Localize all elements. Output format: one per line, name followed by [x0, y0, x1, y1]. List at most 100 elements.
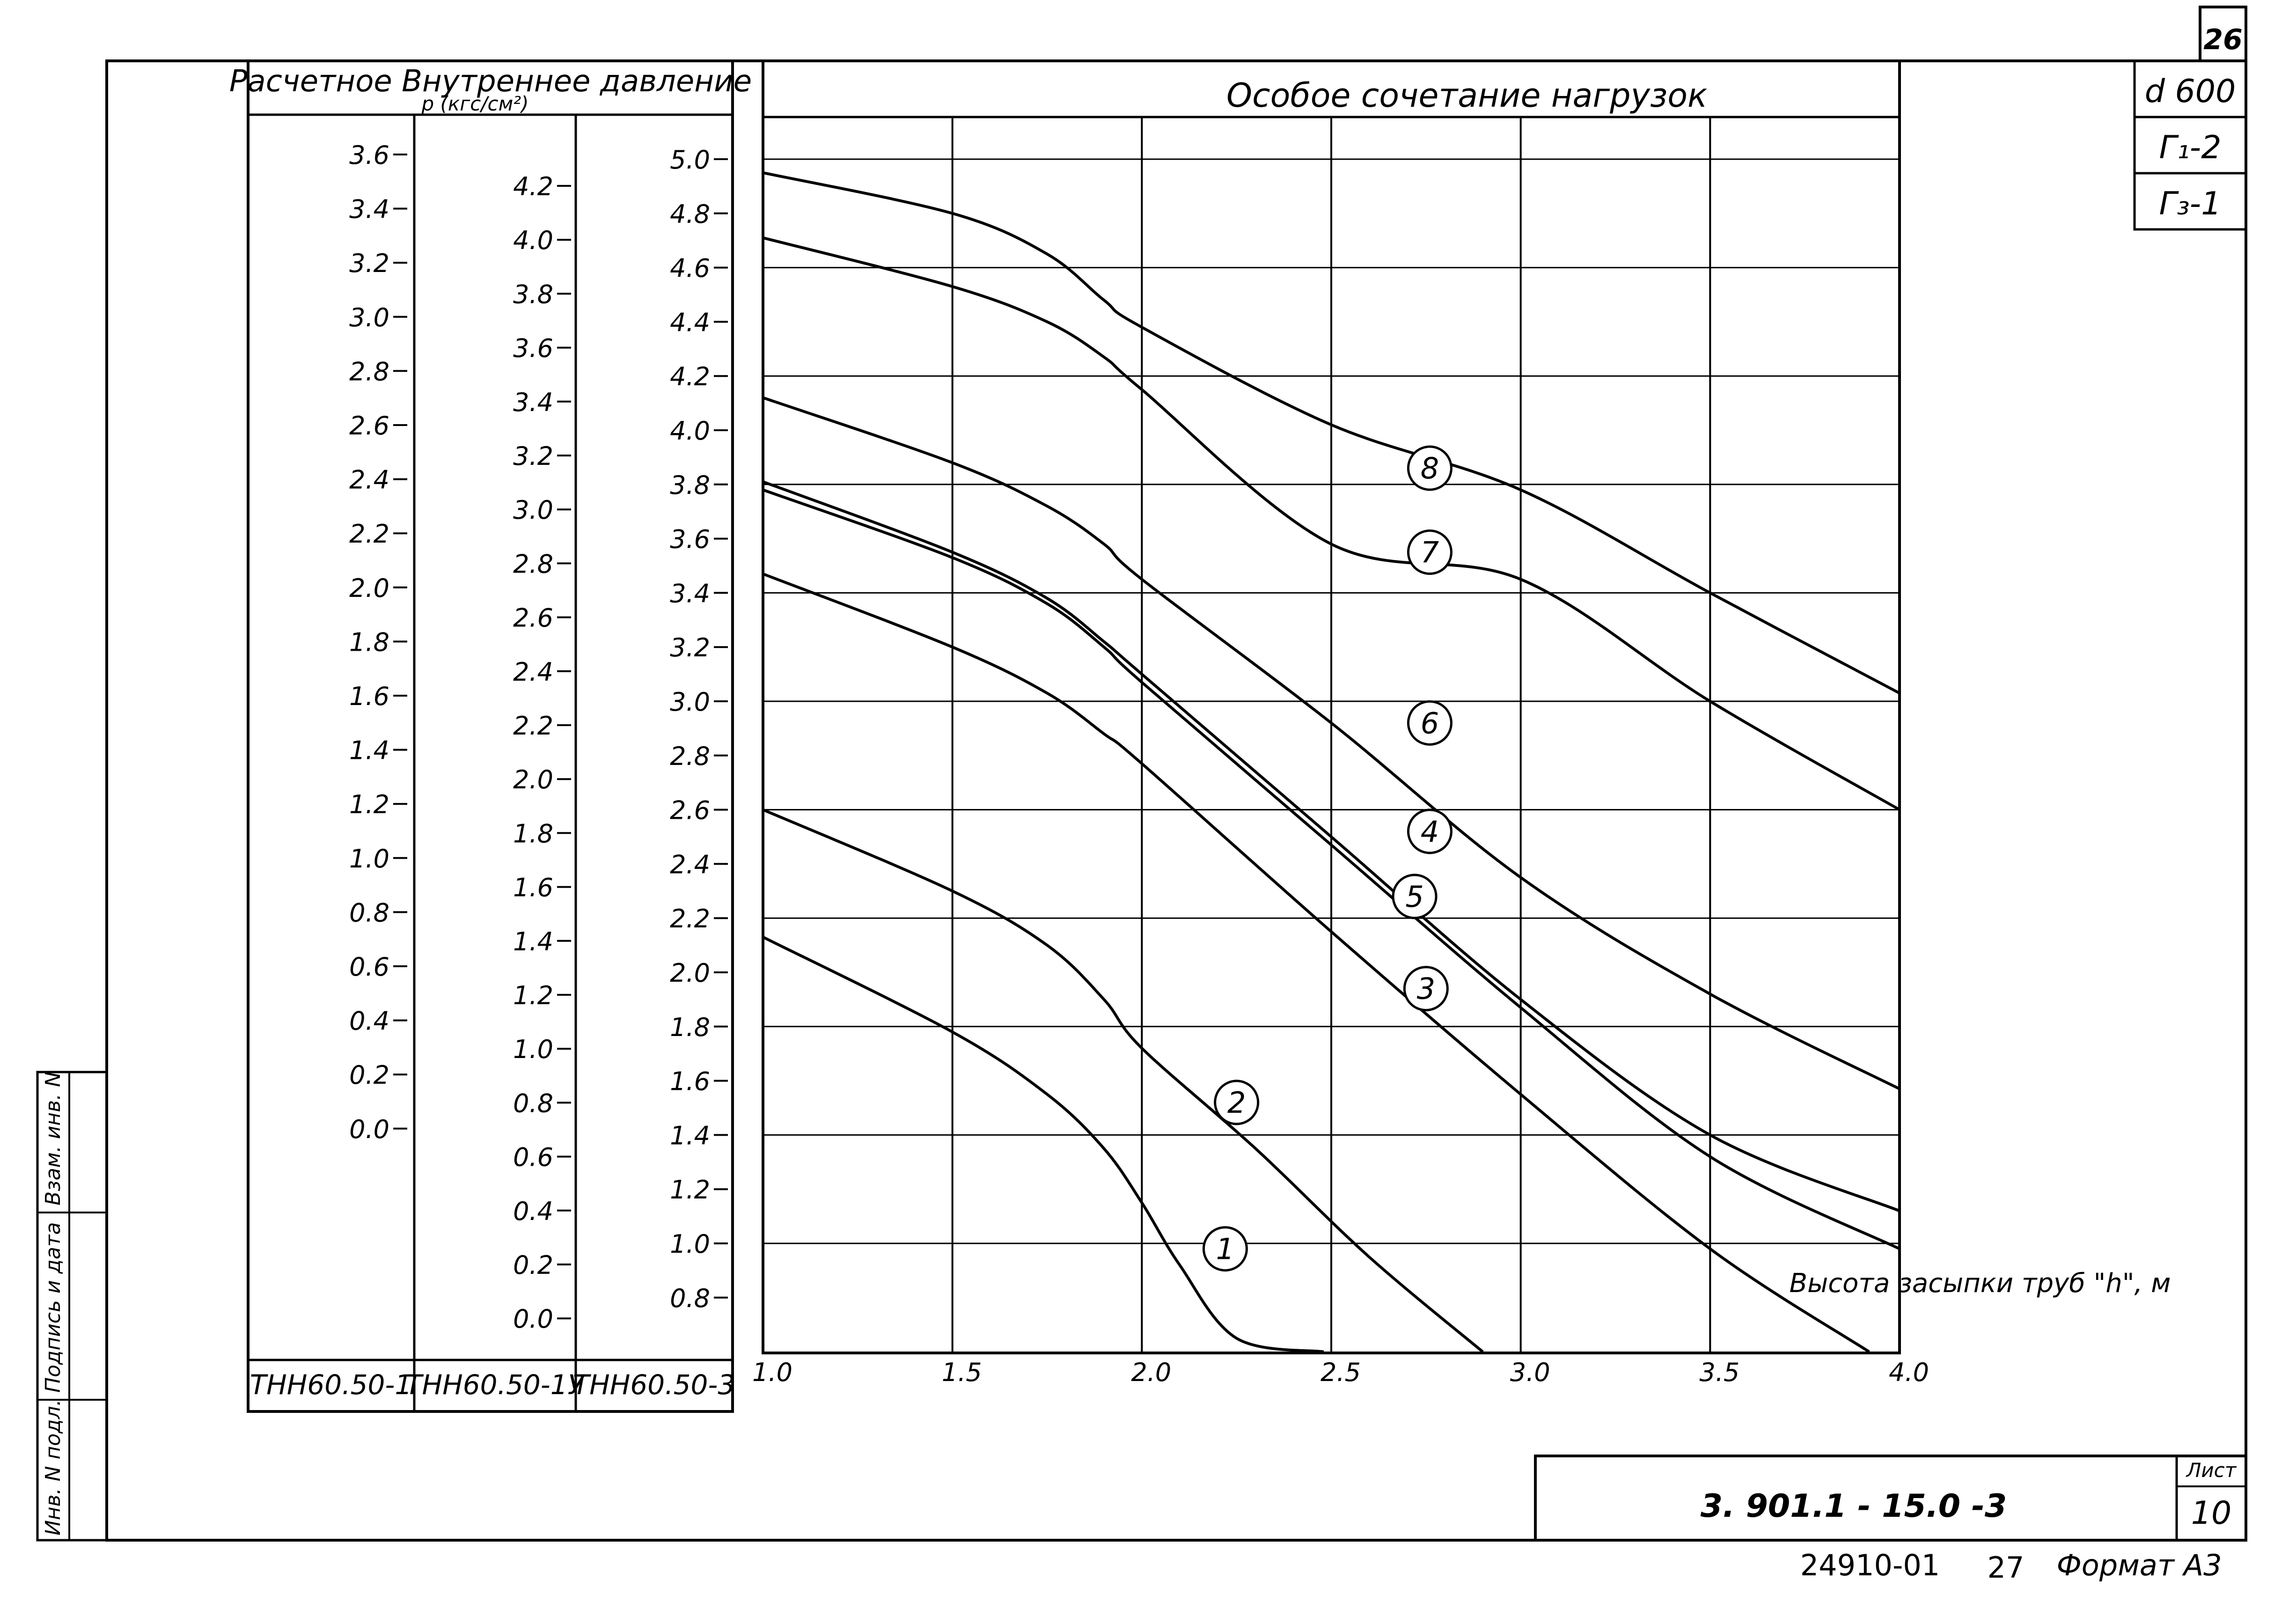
title-block: 3. 901.1 - 15.0 -3 Лист 10 [1534, 1455, 2247, 1542]
curve-7 [763, 236, 1900, 811]
scale-tick-label: 3.0 [670, 687, 710, 717]
scale-tick-label: 3.6 [349, 140, 389, 170]
side-label-sign: Подпись и дата [41, 1222, 65, 1393]
scales-header: Расчетное Внутреннее давление [229, 64, 752, 99]
scale-tick-label: 0.6 [513, 1143, 553, 1172]
bottom-number: 27 [1988, 1551, 2025, 1585]
scale-tick-label: 1.0 [513, 1035, 553, 1064]
sheet-label: Лист [2186, 1459, 2237, 1482]
scale-tick-label: 2.6 [349, 411, 389, 441]
pressure-scales-table: Расчетное Внутреннее давление p (кгс/см²… [229, 59, 752, 1413]
x-tick-label: 1.0 [752, 1358, 792, 1387]
x-tick-label: 1.5 [942, 1358, 982, 1387]
scale-tick-label: 3.4 [670, 579, 710, 608]
scale-label-1: ТНН60.50-1 [250, 1369, 412, 1401]
bottom-code: 24910-01 [1800, 1548, 1940, 1582]
curve-marker-label: 5 [1405, 880, 1423, 914]
curve-marker-circle [1407, 700, 1453, 746]
scale-tick-label: 3.0 [349, 303, 389, 332]
curve-8 [763, 171, 1900, 695]
scale-tick-label: 0.6 [349, 952, 389, 982]
scale-tick-label: 2.8 [513, 549, 553, 579]
format-label: Формат А3 [2056, 1548, 2222, 1582]
side-label-replace: Взам. инв. N [41, 1072, 65, 1205]
scale-tick-label: 2.4 [513, 657, 553, 687]
chart-title: Особое сочетание нагрузок [1226, 76, 1707, 115]
scale-tick-label: 3.6 [513, 334, 553, 363]
scale-tick-label: 5.0 [670, 145, 710, 175]
scale-tick-label: 0.8 [513, 1088, 553, 1118]
curve-3 [762, 573, 1870, 1353]
sheet-number: 10 [2191, 1495, 2232, 1532]
curve-marker-circle [1407, 529, 1453, 575]
code-g1-label: Г₁-2 [2159, 129, 2222, 166]
corner-page-number: 26 [2203, 23, 2243, 56]
curve-marker-label: 2 [1227, 1086, 1246, 1120]
scale-tick-label: 0.8 [670, 1284, 710, 1313]
scale-tick-label: 0.8 [349, 898, 389, 927]
curve-marker-label: 1 [1216, 1232, 1234, 1266]
scale-tick-label: 3.0 [513, 495, 553, 525]
curve-4 [762, 480, 1900, 1212]
scale-tick-label: 2.6 [670, 796, 710, 825]
scale-ticks: 3.6 3.4 3.2 3.0 2.8 2.6 2.4 2.2 2.0 1.8 1.6 1.4 1.2 1… [349, 140, 728, 1334]
x-tick-label: 3.0 [1510, 1358, 1550, 1387]
curve-1 [762, 936, 1324, 1353]
scale-tick-label: 3.4 [513, 388, 553, 417]
scale-tick-label: 1.6 [349, 682, 389, 711]
scale-tick-label: 2.2 [349, 519, 389, 549]
scale-tick-label: 2.2 [670, 904, 710, 933]
scale-tick-label: 3.2 [513, 441, 553, 471]
curve-marker-label: 7 [1421, 536, 1439, 570]
scale-label-3: ТНН60.50-3 [573, 1369, 735, 1401]
side-label-inv: Инв. N подл. [41, 1399, 65, 1536]
scale-tick-label: 2.0 [513, 765, 553, 794]
curve-6 [763, 396, 1900, 1090]
scale-tick-label: 4.2 [670, 362, 710, 391]
scale-tick-label: 3.2 [349, 249, 389, 278]
scale-tick-label: 0.0 [349, 1115, 389, 1144]
scale-tick-label: 2.4 [349, 465, 389, 495]
scale-tick-label: 4.4 [670, 308, 710, 337]
curve-marker-circle [1407, 445, 1453, 491]
code-g3-label: Г₃-1 [2159, 185, 2222, 222]
scale-tick-label: 1.0 [670, 1229, 710, 1259]
scale-tick-label: 2.8 [670, 742, 710, 771]
scale-tick-label: 0.4 [513, 1197, 553, 1226]
scale-tick-label: 1.8 [349, 627, 389, 657]
scale-tick-label: 1.4 [670, 1121, 710, 1150]
curve-5 [762, 488, 1900, 1250]
x-tick-labels: 1.0 1.5 2.0 2.5 3.0 3.5 4.0 [752, 1358, 1929, 1387]
x-axis-label: Высота засыпки труб "h", м [1790, 1268, 2171, 1299]
scale-tick-label: 3.6 [670, 525, 710, 554]
curve-marker-label: 6 [1421, 706, 1439, 740]
scale-tick-label: 2.8 [349, 357, 389, 386]
scale-tick-label: 1.2 [349, 790, 389, 819]
sheet-frame [105, 59, 2247, 1542]
scale-tick-label: 2.0 [670, 958, 710, 988]
scale-tick-label: 1.6 [670, 1067, 710, 1096]
doc-number: 3. 901.1 - 15.0 -3 [1701, 1488, 2007, 1525]
x-tick-label: 3.5 [1699, 1358, 1739, 1387]
x-tick-label: 4.0 [1889, 1358, 1929, 1387]
scale-tick-label: 0.0 [513, 1304, 553, 1334]
scales-header-unit: p (кгс/см²) [421, 92, 528, 115]
scale-tick-label: 2.2 [513, 711, 553, 741]
scale-tick-label: 2.6 [513, 603, 553, 633]
curve-marker-label: 3 [1417, 972, 1435, 1006]
curve-markers: 1 2 3 4 5 6 7 8 [1202, 445, 1453, 1272]
x-tick-label: 2.0 [1131, 1358, 1171, 1387]
scale-tick-label: 1.8 [513, 819, 553, 848]
scale-tick-label: 1.0 [349, 844, 389, 874]
chart-curves [762, 171, 1900, 1353]
scale-tick-label: 2.4 [670, 850, 710, 879]
scale-tick-label: 2.0 [349, 573, 389, 603]
curve-marker-circle [1202, 1226, 1248, 1272]
scale-tick-label: 4.6 [670, 254, 710, 283]
scale-tick-label: 1.4 [349, 736, 389, 765]
curve-marker-circle [1214, 1080, 1260, 1125]
scale-label-2: ТНН60.50-1У [405, 1369, 586, 1401]
code-stamps: d 600 Г₁-2 Г₃-1 [2133, 59, 2247, 231]
